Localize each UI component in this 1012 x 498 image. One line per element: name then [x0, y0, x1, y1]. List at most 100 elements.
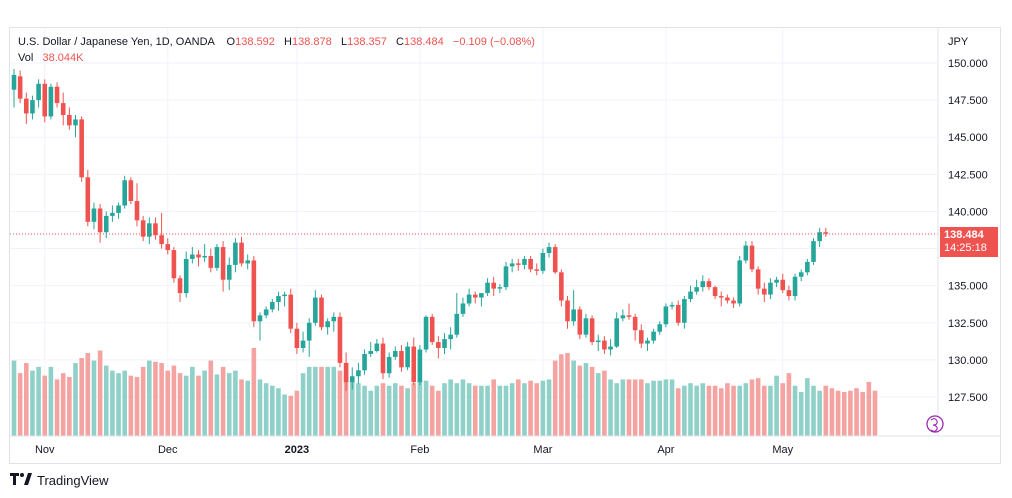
candle — [805, 258, 810, 276]
volume-bar — [374, 385, 380, 436]
candle-body — [349, 376, 355, 383]
candle-body — [325, 321, 330, 328]
volume-bar — [798, 392, 804, 436]
volume-bar — [712, 385, 718, 436]
candle — [17, 70, 23, 104]
volume-bar — [854, 388, 859, 436]
last-price-tag: 138.484 14:25:18 — [940, 227, 998, 257]
price-axis[interactable]: 150.000147.500145.000142.500140.000137.5… — [948, 58, 988, 404]
candle-body — [208, 255, 214, 268]
candle-body — [768, 282, 773, 295]
volume-bar — [657, 380, 663, 436]
candle — [669, 301, 675, 310]
candle-body — [282, 294, 287, 297]
time-tick-label: 2023 — [285, 444, 309, 456]
candle — [202, 244, 207, 262]
candle-body — [423, 316, 429, 350]
volume-bar — [823, 385, 829, 436]
candle-body — [380, 343, 386, 374]
volume-bar — [460, 379, 466, 436]
volume-bar — [522, 383, 527, 436]
volume-bar — [589, 366, 595, 436]
candle — [368, 342, 373, 357]
volume-bar — [393, 383, 398, 436]
open-label: O — [226, 36, 236, 48]
candle-body — [245, 260, 250, 264]
price-tick-label: 147.500 — [948, 95, 988, 107]
candle — [306, 318, 312, 357]
candle — [196, 250, 201, 267]
price-tick-label: 142.500 — [948, 169, 988, 181]
candle-body — [442, 339, 447, 349]
candle-body — [91, 208, 97, 222]
candle-body — [337, 316, 343, 363]
time-axis[interactable]: Nov Dec 2023 Feb Mar Apr May — [35, 444, 794, 456]
candle-body — [36, 83, 41, 101]
volume-bar — [866, 381, 872, 436]
candle-body — [411, 346, 417, 383]
candle — [257, 312, 263, 341]
candle — [663, 303, 669, 328]
volume-bar — [835, 390, 841, 436]
volume-bar — [270, 385, 275, 436]
candle — [165, 238, 171, 255]
candle-body — [669, 304, 675, 307]
candle-body — [429, 316, 435, 343]
candle — [36, 79, 41, 108]
volume-bar — [288, 395, 294, 436]
candle-body — [706, 281, 712, 288]
candle-body — [294, 328, 300, 349]
candle-body — [743, 245, 749, 261]
low-value: 138.357 — [347, 36, 387, 48]
volume-bar — [313, 366, 318, 436]
candle-body — [491, 282, 496, 289]
volume-bar — [429, 385, 435, 436]
candle — [288, 288, 294, 334]
volume-bar — [675, 388, 681, 436]
candle — [651, 328, 656, 344]
volume-bar — [276, 388, 281, 436]
candle-body — [393, 350, 398, 357]
candle — [583, 313, 589, 338]
tradingview-brand[interactable]: TradingView — [10, 472, 109, 488]
candle — [749, 241, 755, 273]
volume-bar — [731, 385, 736, 436]
candle-body — [97, 208, 103, 233]
candle-body — [362, 353, 367, 371]
compare-icon[interactable] — [926, 415, 944, 433]
candle-body — [276, 296, 281, 302]
candle-body — [239, 242, 244, 264]
candle — [153, 217, 158, 240]
volume-bar — [411, 383, 417, 436]
candle — [497, 284, 503, 294]
candle — [571, 290, 576, 326]
candle-body — [762, 288, 767, 295]
time-tick-label: Feb — [410, 444, 429, 456]
volume-bar — [294, 390, 300, 436]
candle — [718, 291, 724, 307]
volume-bar — [448, 379, 453, 436]
candle — [147, 217, 152, 245]
candle-body — [300, 340, 306, 349]
candle — [479, 293, 484, 307]
candle — [313, 290, 318, 326]
candle — [362, 349, 367, 375]
candle — [608, 339, 613, 356]
volume-bar — [466, 383, 472, 436]
candle-body — [786, 290, 792, 297]
volume-bar — [306, 366, 312, 436]
volume-bar — [528, 380, 533, 436]
price-tick-label: 127.500 — [948, 392, 988, 404]
candle-body — [479, 293, 484, 298]
time-tick-label: Mar — [533, 444, 552, 456]
volume-bar — [226, 373, 232, 436]
candle-body — [497, 287, 503, 289]
volume-bar — [177, 373, 183, 436]
volume-bar — [614, 383, 619, 436]
volume-bar — [540, 380, 546, 436]
candle-body — [368, 350, 373, 354]
tradingview-logo-icon — [10, 472, 32, 488]
volume-legend: Vol 38.044K — [18, 52, 83, 64]
candle — [491, 276, 496, 297]
